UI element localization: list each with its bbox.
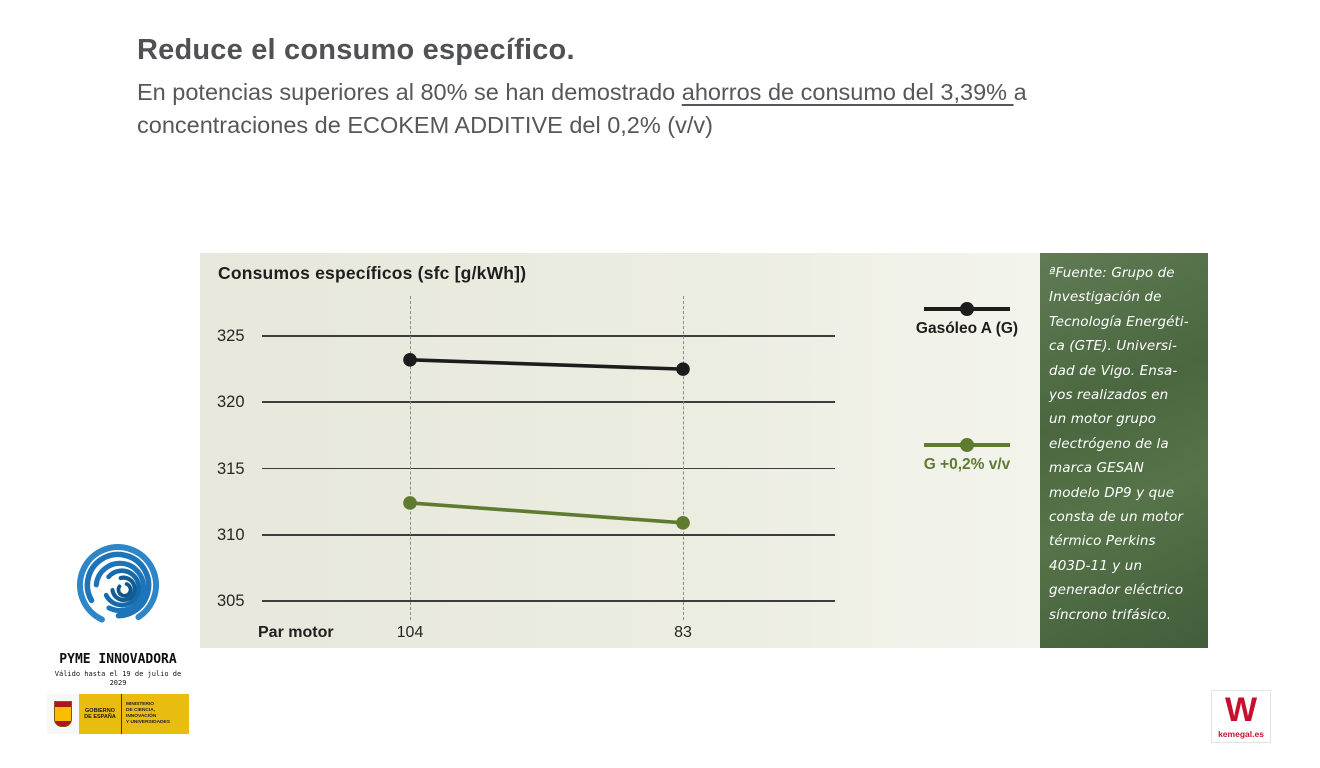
y-tick-label: 305 [217, 592, 245, 610]
spain-coat-of-arms-icon [47, 694, 79, 734]
source-panel: ªFuente: Grupo de Investigación de Tecno… [1040, 253, 1208, 648]
gridline [262, 533, 835, 536]
legend-line-icon [924, 302, 1010, 316]
pyme-innovadora-stamp: PYME INNOVADORA Válido hasta el 19 de ju… [38, 536, 198, 734]
ministerio-text: MINISTERIO DE CIENCIA, INNOVACIÓN Y UNIV… [122, 694, 189, 734]
slide-title: Reduce el consumo específico. [137, 34, 575, 66]
legend-label: Gasóleo A (G) [915, 320, 1019, 337]
pyme-label: PYME INNOVADORA [59, 652, 177, 667]
line-chart: Consumos específicos (sfc [g/kWh]) Par m… [200, 253, 1040, 648]
source-text: ªFuente: Grupo de Investigación de Tecno… [1049, 265, 1189, 623]
slide-subtitle: En potencias superiores al 80% se han de… [137, 76, 1247, 142]
legend-item: Gasóleo A (G) [901, 302, 1033, 338]
gridline [262, 467, 835, 470]
x-axis-label: Par motor [258, 624, 334, 641]
legend-line-icon [924, 438, 1010, 452]
pyme-spiral-logo-icon [76, 544, 160, 627]
legend-label: G +0,2% v/v [923, 456, 1011, 473]
y-tick-label: 310 [217, 525, 245, 544]
category-dashed-line [683, 296, 684, 620]
x-tick-label: 104 [396, 624, 424, 641]
gobierno-espana-logo: GOBIERNO DE ESPAÑA MINISTERIO DE CIENCIA… [47, 694, 189, 734]
gridline [262, 401, 835, 404]
subtitle-line2: concentraciones de ECOKEM ADDITIVE del 0… [137, 112, 713, 138]
legend-dot-icon [960, 438, 974, 452]
y-tick-label: 325 [217, 327, 245, 345]
subtitle-line1: En potencias superiores al 80% se han de… [137, 76, 1247, 109]
figure: Consumos específicos (sfc [g/kWh]) Par m… [200, 253, 1208, 648]
legend-dot-icon [960, 302, 974, 316]
legend-item: G +0,2% v/v [901, 438, 1033, 474]
x-tick-label: 83 [674, 624, 692, 641]
gobierno-text: GOBIERNO DE ESPAÑA [79, 694, 122, 734]
subtitle-text: En potencias superiores al 80% se han de… [137, 79, 682, 105]
y-tick-label: 315 [217, 459, 245, 478]
subtitle-underlined-text: ahorros de consumo del 3,39% [681, 79, 1014, 105]
kemegal-logo: W kemegal.es [1211, 690, 1271, 743]
category-dashed-line [410, 296, 411, 620]
series-lines [403, 353, 690, 530]
chart-title: Consumos específicos (sfc [g/kWh]) [218, 263, 527, 283]
subtitle-text-tail: a [1013, 79, 1027, 105]
header: Reduce el consumo específico. En potenci… [137, 34, 1247, 142]
gridline [262, 335, 835, 337]
pyme-validity: Válido hasta el 19 de julio de 2029 [54, 670, 182, 687]
kemegal-w-icon: W [1224, 691, 1258, 729]
kemegal-url: kemegal.es [1218, 729, 1264, 739]
gridline [262, 600, 835, 602]
y-tick-label: 320 [217, 393, 245, 412]
